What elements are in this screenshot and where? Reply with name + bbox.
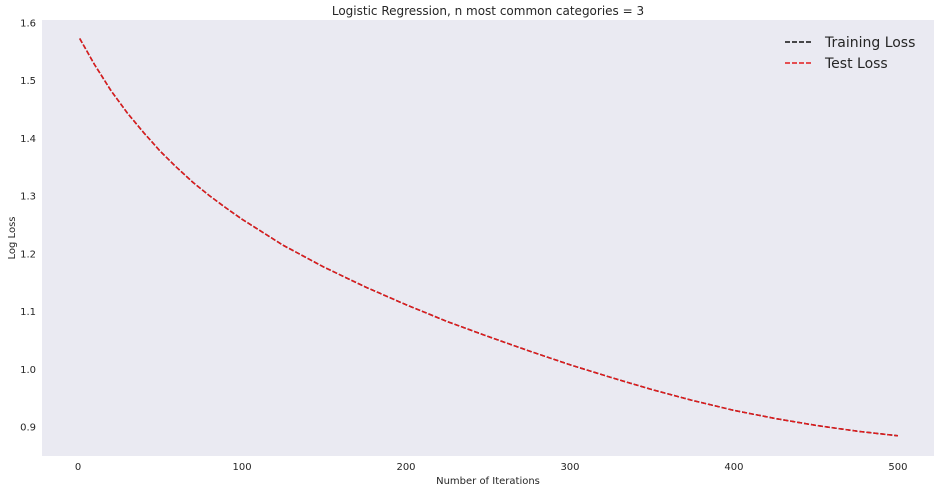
- y-tick-label: 1.1: [20, 307, 36, 318]
- series-layer: [79, 38, 899, 437]
- x-tick-label: 500: [888, 462, 907, 473]
- y-tick-label: 0.9: [20, 423, 36, 434]
- y-tick-label: 1.5: [20, 76, 36, 87]
- legend-label: Training Loss: [824, 35, 915, 51]
- legend: Training Loss Test Loss: [785, 35, 915, 72]
- y-tick-label: 1.6: [20, 18, 36, 29]
- y-tick-label: 1.3: [20, 192, 36, 203]
- y-tick-labels: 0.9 1.0 1.1 1.2 1.3 1.4 1.5 1.6: [20, 18, 36, 433]
- x-tick-label: 0: [75, 462, 81, 473]
- x-tick-label: 200: [396, 462, 415, 473]
- legend-label: Test Loss: [824, 56, 888, 72]
- x-axis-label: Number of Iterations: [436, 476, 540, 487]
- y-axis-label: Log Loss: [7, 217, 18, 260]
- y-tick-label: 1.0: [20, 365, 36, 376]
- plot-area: [42, 20, 934, 456]
- y-tick-label: 1.4: [20, 134, 36, 145]
- x-tick-label: 400: [724, 462, 743, 473]
- series-line-test-loss: [79, 38, 899, 437]
- x-tick-label: 100: [232, 462, 251, 473]
- x-tick-labels: 0 100 200 300 400 500: [75, 462, 908, 473]
- x-tick-label: 300: [560, 462, 579, 473]
- chart-title: Logistic Regression, n most common categ…: [332, 4, 644, 18]
- y-tick-label: 1.2: [20, 249, 36, 260]
